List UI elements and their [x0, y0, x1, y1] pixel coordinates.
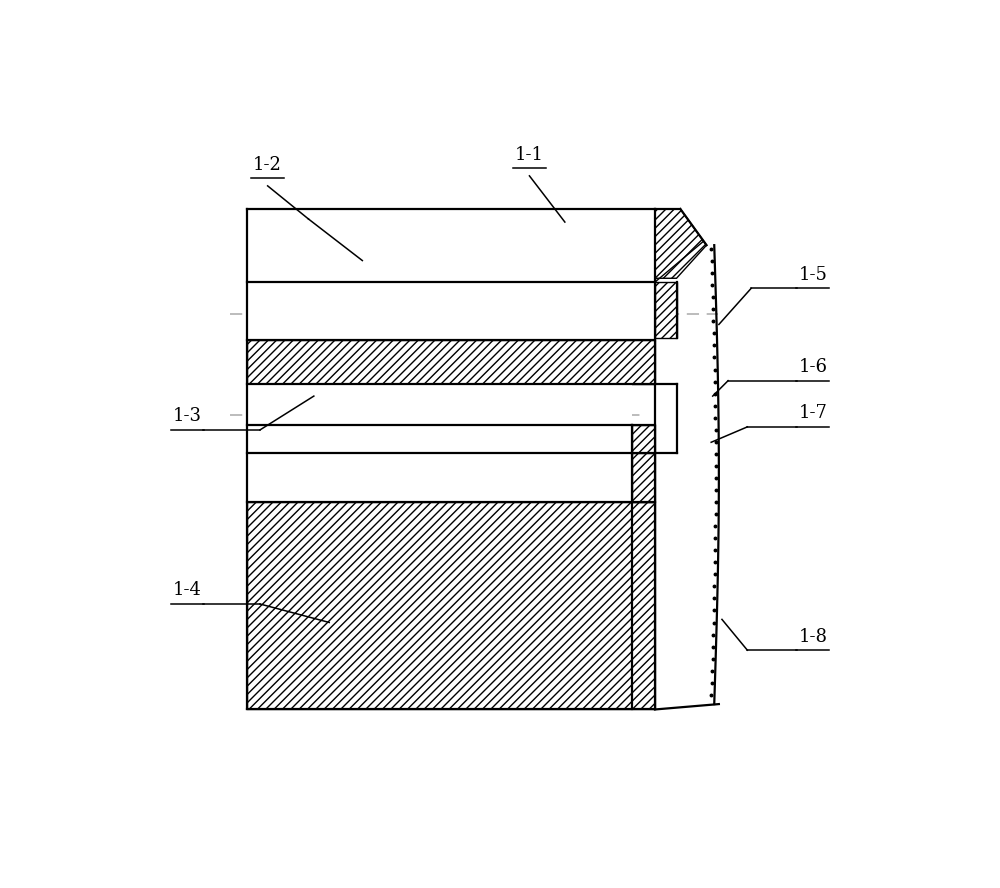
- Polygon shape: [247, 282, 655, 340]
- Text: 1-6: 1-6: [798, 358, 827, 376]
- Polygon shape: [247, 453, 632, 502]
- Text: 1-1: 1-1: [515, 146, 544, 163]
- Polygon shape: [247, 209, 655, 282]
- Text: 1-2: 1-2: [253, 155, 282, 173]
- Polygon shape: [655, 282, 677, 338]
- Polygon shape: [247, 502, 655, 710]
- Polygon shape: [247, 384, 632, 424]
- Polygon shape: [655, 209, 707, 278]
- Polygon shape: [247, 209, 655, 282]
- Text: 1-7: 1-7: [798, 404, 827, 423]
- Text: 1-4: 1-4: [173, 582, 202, 599]
- Polygon shape: [247, 340, 655, 384]
- Polygon shape: [632, 453, 655, 502]
- Text: 1-8: 1-8: [798, 628, 827, 646]
- Text: 1-3: 1-3: [173, 408, 202, 425]
- Polygon shape: [632, 424, 655, 453]
- Text: 1-5: 1-5: [798, 266, 827, 283]
